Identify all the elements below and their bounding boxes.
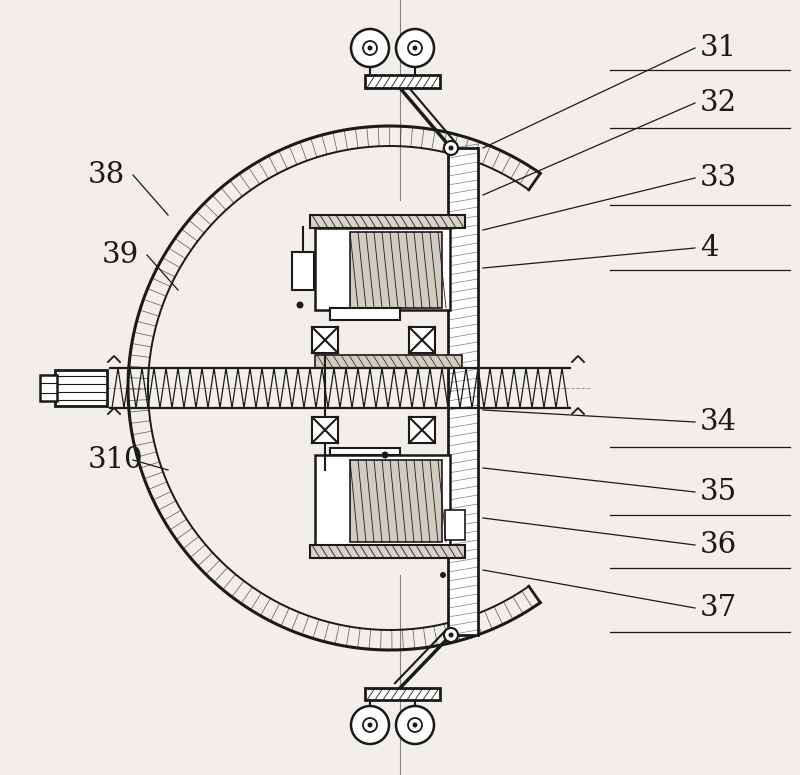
Text: 39: 39: [102, 241, 139, 269]
Bar: [409, 417, 435, 443]
Text: 32: 32: [700, 89, 737, 117]
Bar: [315, 455, 450, 545]
Bar: [448, 148, 478, 635]
Circle shape: [351, 706, 389, 744]
Bar: [365, 75, 440, 88]
Circle shape: [396, 29, 434, 67]
Bar: [55, 370, 107, 406]
Bar: [330, 448, 400, 455]
Circle shape: [382, 452, 389, 459]
Text: 4: 4: [700, 234, 718, 262]
Bar: [315, 355, 462, 368]
Circle shape: [396, 706, 434, 744]
Circle shape: [351, 29, 389, 67]
Circle shape: [413, 46, 418, 50]
Circle shape: [440, 572, 446, 578]
Circle shape: [444, 141, 458, 155]
Circle shape: [408, 718, 422, 732]
Bar: [330, 308, 400, 320]
Circle shape: [363, 718, 377, 732]
Circle shape: [367, 46, 373, 50]
Bar: [312, 327, 338, 353]
Circle shape: [297, 301, 303, 308]
Circle shape: [413, 722, 418, 728]
Bar: [310, 215, 465, 228]
Circle shape: [449, 146, 454, 150]
Bar: [445, 510, 465, 540]
Circle shape: [363, 41, 377, 55]
Bar: [350, 232, 442, 308]
Bar: [350, 460, 442, 542]
Circle shape: [408, 41, 422, 55]
Bar: [292, 252, 314, 290]
Text: 33: 33: [700, 164, 738, 192]
Text: 37: 37: [700, 594, 738, 622]
Text: 31: 31: [700, 34, 737, 62]
Text: 38: 38: [88, 161, 126, 189]
Text: 310: 310: [88, 446, 144, 474]
Text: 36: 36: [700, 531, 738, 559]
Circle shape: [444, 628, 458, 642]
Text: 34: 34: [700, 408, 737, 436]
Bar: [310, 545, 465, 558]
Bar: [40, 375, 57, 401]
Bar: [365, 688, 440, 700]
Bar: [315, 228, 450, 310]
Bar: [312, 417, 338, 443]
Circle shape: [367, 722, 373, 728]
Bar: [409, 327, 435, 353]
Text: 35: 35: [700, 478, 737, 506]
Circle shape: [449, 632, 454, 638]
